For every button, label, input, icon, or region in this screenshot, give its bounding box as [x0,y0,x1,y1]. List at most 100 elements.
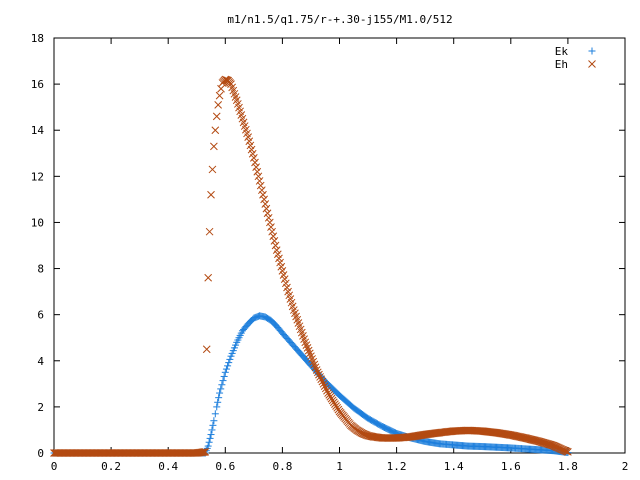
data-point [249,154,258,162]
x-tick-label: 1.2 [387,460,407,473]
x-tick-label: 0.8 [272,460,292,473]
data-point [217,84,225,93]
data-point [208,426,216,434]
axes: 0 0.2 0.4 0.6 0.8 1 1.2 1.4 1.6 1.8 2 0 2 4 6 8 10 12 14 16… [31,32,629,473]
data-point [307,352,315,361]
data-point [251,158,259,167]
data-point [259,190,267,199]
data-point [226,355,234,363]
data-point [207,431,215,439]
y-tick-label: 16 [31,78,44,91]
data-point [308,355,316,363]
data-point [207,190,215,199]
data-point [319,379,328,388]
data-point [320,382,329,390]
y-tick-label: 12 [31,170,44,183]
data-point [200,448,209,456]
data-point [213,403,221,411]
data-point [202,345,211,354]
data-point [217,385,225,393]
data-point [317,375,326,384]
data-point [198,448,206,457]
data-point [206,434,214,442]
x-tick-label: 1.6 [501,460,521,473]
data-point [252,163,260,171]
data-point [260,195,268,204]
legend-label-ek: Ek [555,45,569,58]
data-point [215,91,224,100]
y-tick-label: 6 [37,309,44,322]
y-tick-label: 10 [31,216,44,229]
data-point [257,186,266,195]
data-point [315,370,323,379]
x-tick-label: 0.4 [158,460,178,473]
y-tick-label: 18 [31,32,44,45]
y-tick-label: 0 [37,447,44,460]
y-tick-label: 2 [37,401,44,414]
x-tick-label: 0.2 [101,460,121,473]
data-point [212,112,221,121]
data-point [216,389,224,397]
data-point [210,417,218,425]
data-point [204,273,213,282]
x-tick-label: 1.4 [444,460,464,473]
data-point [316,373,324,381]
data-point [261,200,270,208]
y-tick-label: 14 [31,124,45,137]
data-point [269,232,278,241]
data-point [211,126,220,135]
data-point [564,447,572,456]
data-point [201,447,210,456]
data-point [205,227,214,236]
data-point [255,177,264,185]
series-eh [50,75,572,457]
data-point [271,241,280,250]
data-point [214,101,223,109]
data-point [211,410,219,418]
data-point [253,167,262,176]
data-point [208,165,217,174]
data-point [303,344,312,352]
data-point [268,227,276,236]
legend-marker-ek [588,47,596,55]
data-point [225,359,233,367]
data-point [313,368,322,377]
data-point [224,362,232,370]
data-point [205,438,213,446]
data-point [301,338,310,347]
chart-title: m1/n1.5/q1.75/r-+.30-j155/M1.0/512 [227,13,452,26]
x-tick-label: 2 [622,460,629,473]
data-point [305,349,314,358]
data-point [310,360,319,369]
data-point [262,204,271,213]
data-point [321,384,330,393]
y-tick-label: 4 [37,355,44,368]
data-point [304,346,313,355]
data-point [199,448,208,456]
data-point [210,142,218,151]
data-point [214,398,222,406]
data-point [221,368,229,376]
data-point [219,377,227,385]
x-tick-label: 1.8 [558,460,578,473]
data-point [323,386,331,395]
x-tick-label: 0.6 [215,460,235,473]
data-point [256,181,265,190]
legend-label-eh: Eh [555,58,568,71]
data-point [318,377,327,386]
x-tick-label: 1 [336,460,343,473]
data-point [215,394,223,402]
data-point [263,209,272,218]
data-point [309,357,318,366]
data-point [220,372,228,380]
data-point [254,172,263,181]
data-point [270,237,279,245]
y-tick-label: 8 [37,263,44,276]
legend-marker-eh [588,60,596,68]
data-point [222,365,230,373]
x-tick-label: 0 [51,460,58,473]
data-point [218,381,226,389]
